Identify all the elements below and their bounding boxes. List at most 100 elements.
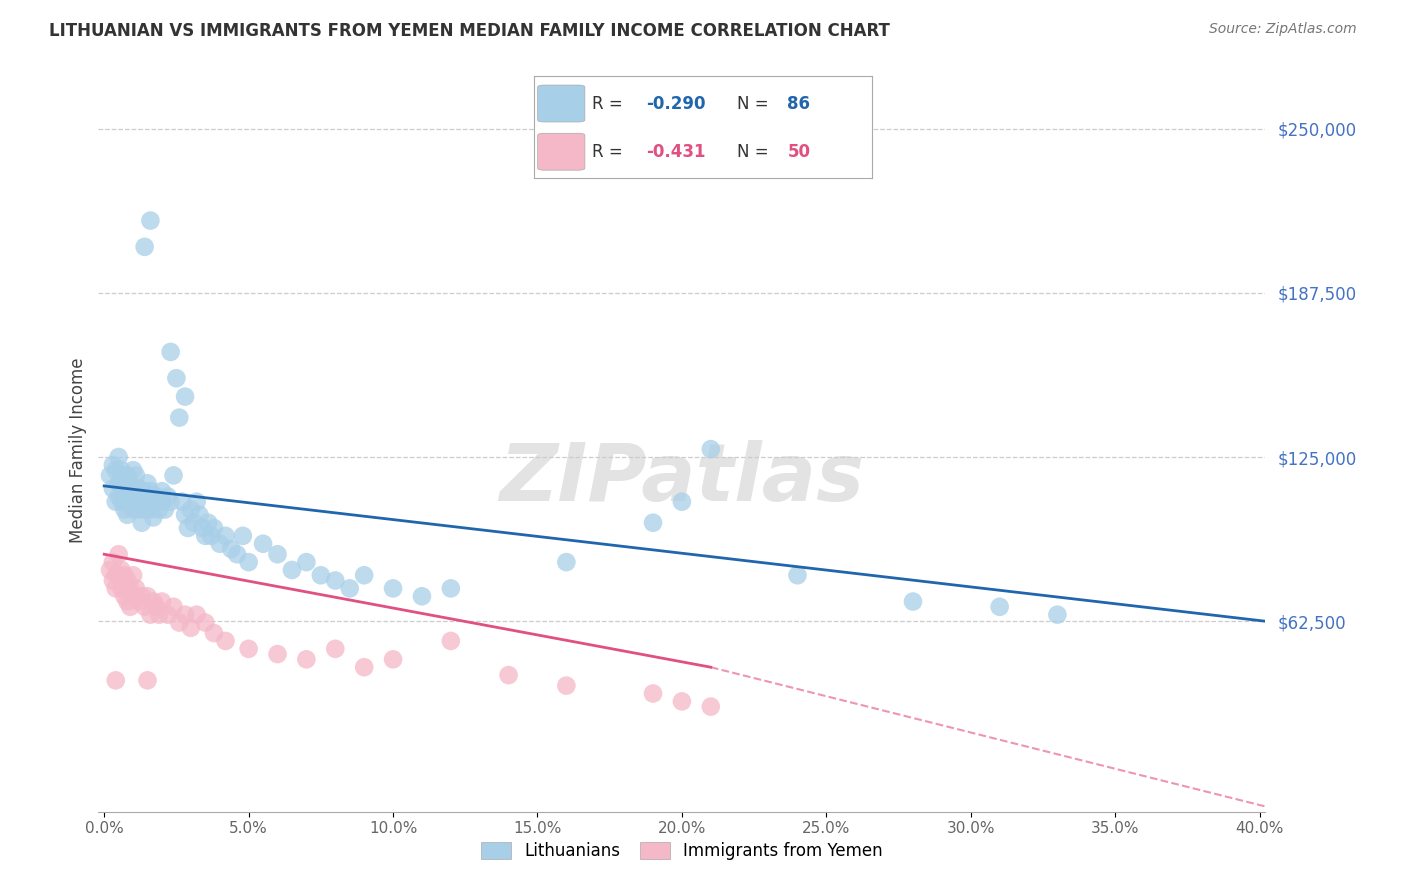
Point	[104, 494, 127, 508]
Point	[131, 494, 153, 508]
Point	[174, 508, 197, 522]
Point	[117, 574, 139, 588]
Point	[440, 634, 463, 648]
Point	[148, 502, 170, 516]
Point	[142, 594, 165, 608]
Point	[226, 547, 249, 561]
Point	[112, 502, 135, 516]
Point	[309, 568, 332, 582]
Text: Source: ZipAtlas.com: Source: ZipAtlas.com	[1209, 22, 1357, 37]
Point	[112, 568, 135, 582]
Point	[162, 599, 184, 614]
Point	[125, 494, 148, 508]
Point	[339, 582, 361, 596]
Point	[128, 594, 150, 608]
Point	[110, 476, 132, 491]
Point	[641, 516, 664, 530]
Point	[671, 694, 693, 708]
Y-axis label: Median Family Income: Median Family Income	[69, 358, 87, 543]
Point	[136, 589, 159, 603]
Point	[174, 607, 197, 622]
Point	[110, 494, 132, 508]
Point	[172, 494, 194, 508]
Point	[128, 502, 150, 516]
Point	[202, 626, 225, 640]
Point	[988, 599, 1011, 614]
Point	[120, 476, 142, 491]
Point	[200, 529, 222, 543]
Point	[180, 621, 202, 635]
Point	[153, 502, 176, 516]
Point	[122, 568, 145, 582]
Point	[107, 547, 129, 561]
Text: 50: 50	[787, 143, 810, 161]
Point	[281, 563, 304, 577]
Point	[232, 529, 254, 543]
Point	[159, 494, 181, 508]
Point	[128, 482, 150, 496]
Point	[142, 494, 165, 508]
Point	[98, 468, 121, 483]
Text: ZIPatlas: ZIPatlas	[499, 441, 865, 518]
Point	[295, 652, 318, 666]
Point	[165, 371, 187, 385]
Point	[671, 494, 693, 508]
Point	[125, 468, 148, 483]
Text: R =: R =	[592, 143, 627, 161]
Point	[145, 490, 167, 504]
Point	[150, 494, 173, 508]
Point	[901, 594, 924, 608]
Text: -0.290: -0.290	[645, 95, 706, 112]
Point	[148, 607, 170, 622]
Point	[555, 555, 578, 569]
Point	[353, 660, 375, 674]
Point	[221, 541, 243, 556]
Text: -0.431: -0.431	[645, 143, 706, 161]
Point	[150, 594, 173, 608]
Text: N =: N =	[737, 143, 773, 161]
Point	[177, 521, 200, 535]
Point	[134, 502, 156, 516]
Point	[112, 468, 135, 483]
FancyBboxPatch shape	[537, 85, 585, 122]
Point	[440, 582, 463, 596]
Point	[238, 641, 260, 656]
Point	[202, 521, 225, 535]
Point	[107, 476, 129, 491]
Point	[104, 463, 127, 477]
Point	[110, 463, 132, 477]
Point	[382, 652, 405, 666]
Point	[411, 589, 433, 603]
Point	[131, 516, 153, 530]
Point	[156, 607, 179, 622]
Point	[110, 563, 132, 577]
Point	[117, 508, 139, 522]
Point	[197, 516, 219, 530]
Point	[238, 555, 260, 569]
Point	[191, 521, 214, 535]
Point	[98, 563, 121, 577]
Point	[134, 240, 156, 254]
Point	[120, 582, 142, 596]
Point	[122, 463, 145, 477]
Point	[101, 482, 124, 496]
Point	[323, 641, 346, 656]
Point	[134, 599, 156, 614]
Point	[150, 484, 173, 499]
Point	[104, 673, 127, 688]
Point	[295, 555, 318, 569]
Point	[139, 502, 162, 516]
Point	[194, 615, 217, 630]
Point	[214, 634, 236, 648]
Point	[104, 568, 127, 582]
FancyBboxPatch shape	[537, 133, 585, 170]
Point	[186, 607, 208, 622]
Point	[125, 582, 148, 596]
Point	[382, 582, 405, 596]
Point	[700, 442, 723, 457]
Point	[120, 599, 142, 614]
Point	[183, 516, 205, 530]
Point	[180, 502, 202, 516]
Point	[208, 537, 231, 551]
Point	[162, 468, 184, 483]
